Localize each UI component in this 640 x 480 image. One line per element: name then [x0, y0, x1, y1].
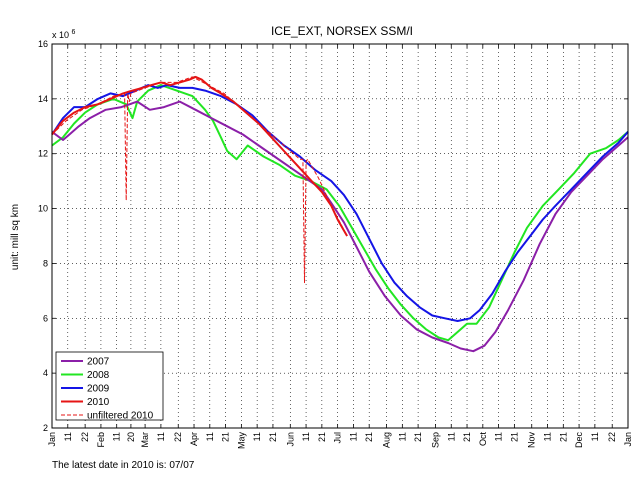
legend-box — [55, 351, 164, 421]
plot-frame — [51, 43, 629, 429]
series-line-unfiltered-2010 — [51, 76, 348, 284]
latest-date-label: The latest date in 2010 is: — [52, 460, 167, 471]
x-tick-label: 11 — [590, 432, 600, 441]
x-tick-label: 21 — [413, 432, 423, 442]
legend-label: 2010 — [87, 397, 110, 408]
series-line-2009 — [51, 84, 629, 322]
x-tick-label: 11 — [446, 432, 456, 441]
x-tick-label: Jan — [47, 432, 57, 447]
x-tick-label: 11 — [397, 432, 407, 441]
x-tick-label: May — [236, 432, 246, 450]
y-axis-title: unit: mill sq km — [10, 204, 21, 270]
x-tick-label: Oct — [478, 432, 488, 447]
x-tick-label: 22 — [173, 432, 183, 442]
x-tick-label: 21 — [509, 432, 519, 442]
x-tick-label: 11 — [301, 432, 311, 441]
x-tick-label: Jul — [333, 432, 343, 444]
x-tick-label: Jan — [623, 432, 633, 447]
x-tick-label: Sep — [430, 432, 440, 448]
x-tick-label: 21 — [268, 432, 278, 442]
x-tick-label: 11 — [543, 432, 553, 441]
legend: 2007 2008 2009 2010 unfiltered 2010 — [55, 351, 164, 422]
x-tick-label: Aug — [382, 432, 392, 448]
y-multiplier-base: x 10 — [52, 30, 69, 40]
x-tick-label: 21 — [558, 432, 568, 442]
y-tick-label: 8 — [43, 258, 48, 268]
legend-label: 2008 — [87, 370, 110, 381]
y-tick-label: 10 — [38, 204, 48, 214]
y-multiplier-exponent: 6 — [72, 29, 76, 36]
series-lines — [51, 75, 629, 353]
x-tick-label: Jun — [285, 432, 295, 447]
y-axis-multiplier: x 10 6 — [52, 29, 76, 40]
legend-label: unfiltered 2010 — [87, 411, 154, 422]
x-tick-label: 11 — [252, 432, 262, 441]
x-tick-label: 20 — [126, 432, 136, 442]
x-tick-label: 11 — [205, 432, 215, 441]
series-line-2008 — [51, 84, 629, 342]
latest-date-value: 07/07 — [169, 460, 195, 471]
x-tick-label: Mar — [140, 432, 150, 448]
y-tick-label: 14 — [38, 94, 48, 104]
x-tick-label: 11 — [494, 432, 504, 441]
x-tick-label: 11 — [63, 432, 73, 441]
x-tick-label: 11 — [156, 432, 166, 441]
series-line-2007 — [51, 100, 629, 353]
grid-lines — [52, 44, 628, 428]
x-tick-label: 21 — [221, 432, 231, 442]
legend-label: 2007 — [87, 357, 110, 368]
y-tick-label: 2 — [43, 423, 48, 433]
y-tick-label: 12 — [38, 149, 48, 159]
latest-date-note: The latest date in 2010 is: 07/07 — [52, 460, 194, 471]
x-tick-label: 22 — [607, 432, 617, 442]
series-line-2010 — [51, 75, 348, 237]
x-tick-label: 11 — [112, 432, 122, 441]
chart-title: ICE_EXT, NORSEX SSM/I — [271, 24, 413, 38]
x-tick-label: Nov — [527, 432, 537, 449]
legend-label: 2009 — [87, 384, 110, 395]
x-tick-label: Apr — [189, 432, 199, 446]
x-tick-label: Feb — [96, 432, 106, 448]
x-tick-label: 22 — [80, 432, 90, 442]
y-tick-label: 4 — [43, 368, 48, 378]
x-tick-label: 21 — [364, 432, 374, 442]
x-tick-label: 21 — [317, 432, 327, 442]
y-tick-label: 16 — [38, 39, 48, 49]
y-tick-label: 6 — [43, 313, 48, 323]
x-tick-label: 21 — [462, 432, 472, 442]
x-tick-label: Dec — [574, 432, 584, 449]
axis-ticks: 2 4 6 8 10 12 14 16 Jan 11 22 Feb 11 20 Mar 11 22 Apr 11 21… — [38, 39, 633, 449]
x-tick-label: 11 — [348, 432, 358, 441]
